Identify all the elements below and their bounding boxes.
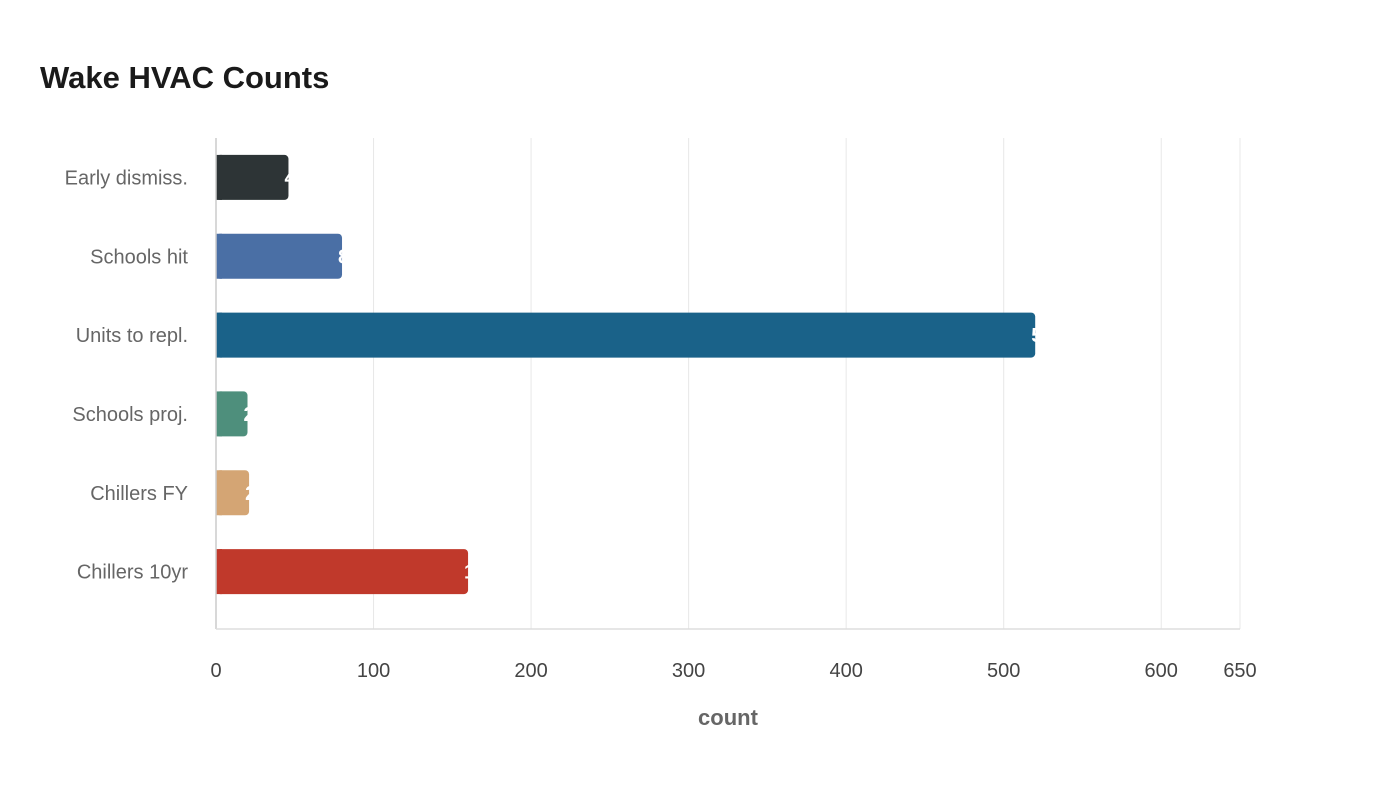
bar-value-label: 1 <box>464 562 475 584</box>
bar <box>216 391 248 437</box>
bar-value-label: 8 <box>338 246 349 268</box>
category-label: Schools hit <box>90 246 188 268</box>
category-label: Early dismiss. <box>65 167 188 189</box>
bar <box>216 154 289 200</box>
bar-base <box>216 391 222 437</box>
bar-base <box>216 470 222 516</box>
bar <box>216 470 250 516</box>
x-tick-label: 650 <box>1223 660 1256 682</box>
x-tick-labels: 0 100 200 300 400 500 600 650 <box>210 660 1256 682</box>
bars: 4 8 5 2 2 1 <box>216 154 1042 595</box>
bar-value-label: 4 <box>284 167 296 189</box>
x-tick-label: 600 <box>1145 660 1178 682</box>
x-tick-label: 500 <box>987 660 1020 682</box>
x-tick-label: 0 <box>210 660 221 682</box>
bar-value-label: 2 <box>245 483 256 505</box>
bar <box>216 549 469 595</box>
bar-base <box>216 154 222 200</box>
bar <box>216 312 1036 358</box>
category-label: Units to repl. <box>76 325 188 347</box>
bar <box>216 233 343 279</box>
x-axis-title: count <box>698 705 759 730</box>
gridlines <box>373 138 1241 629</box>
chart-title: Wake HVAC Counts <box>40 60 330 95</box>
category-label: Schools proj. <box>72 404 188 426</box>
bar-base <box>216 549 222 595</box>
bar-base <box>216 312 222 358</box>
x-tick-label: 400 <box>829 660 862 682</box>
bar-base <box>216 233 222 279</box>
x-tick-label: 100 <box>357 660 390 682</box>
bar-value-label: 5 <box>1031 325 1042 347</box>
category-label: Chillers FY <box>90 483 188 505</box>
x-tick-label: 200 <box>514 660 547 682</box>
bar-value-label: 2 <box>244 404 255 426</box>
category-label: Chillers 10yr <box>77 562 188 584</box>
x-tick-label: 300 <box>672 660 705 682</box>
category-labels: Early dismiss. Schools hit Units to repl. S… <box>65 167 189 583</box>
